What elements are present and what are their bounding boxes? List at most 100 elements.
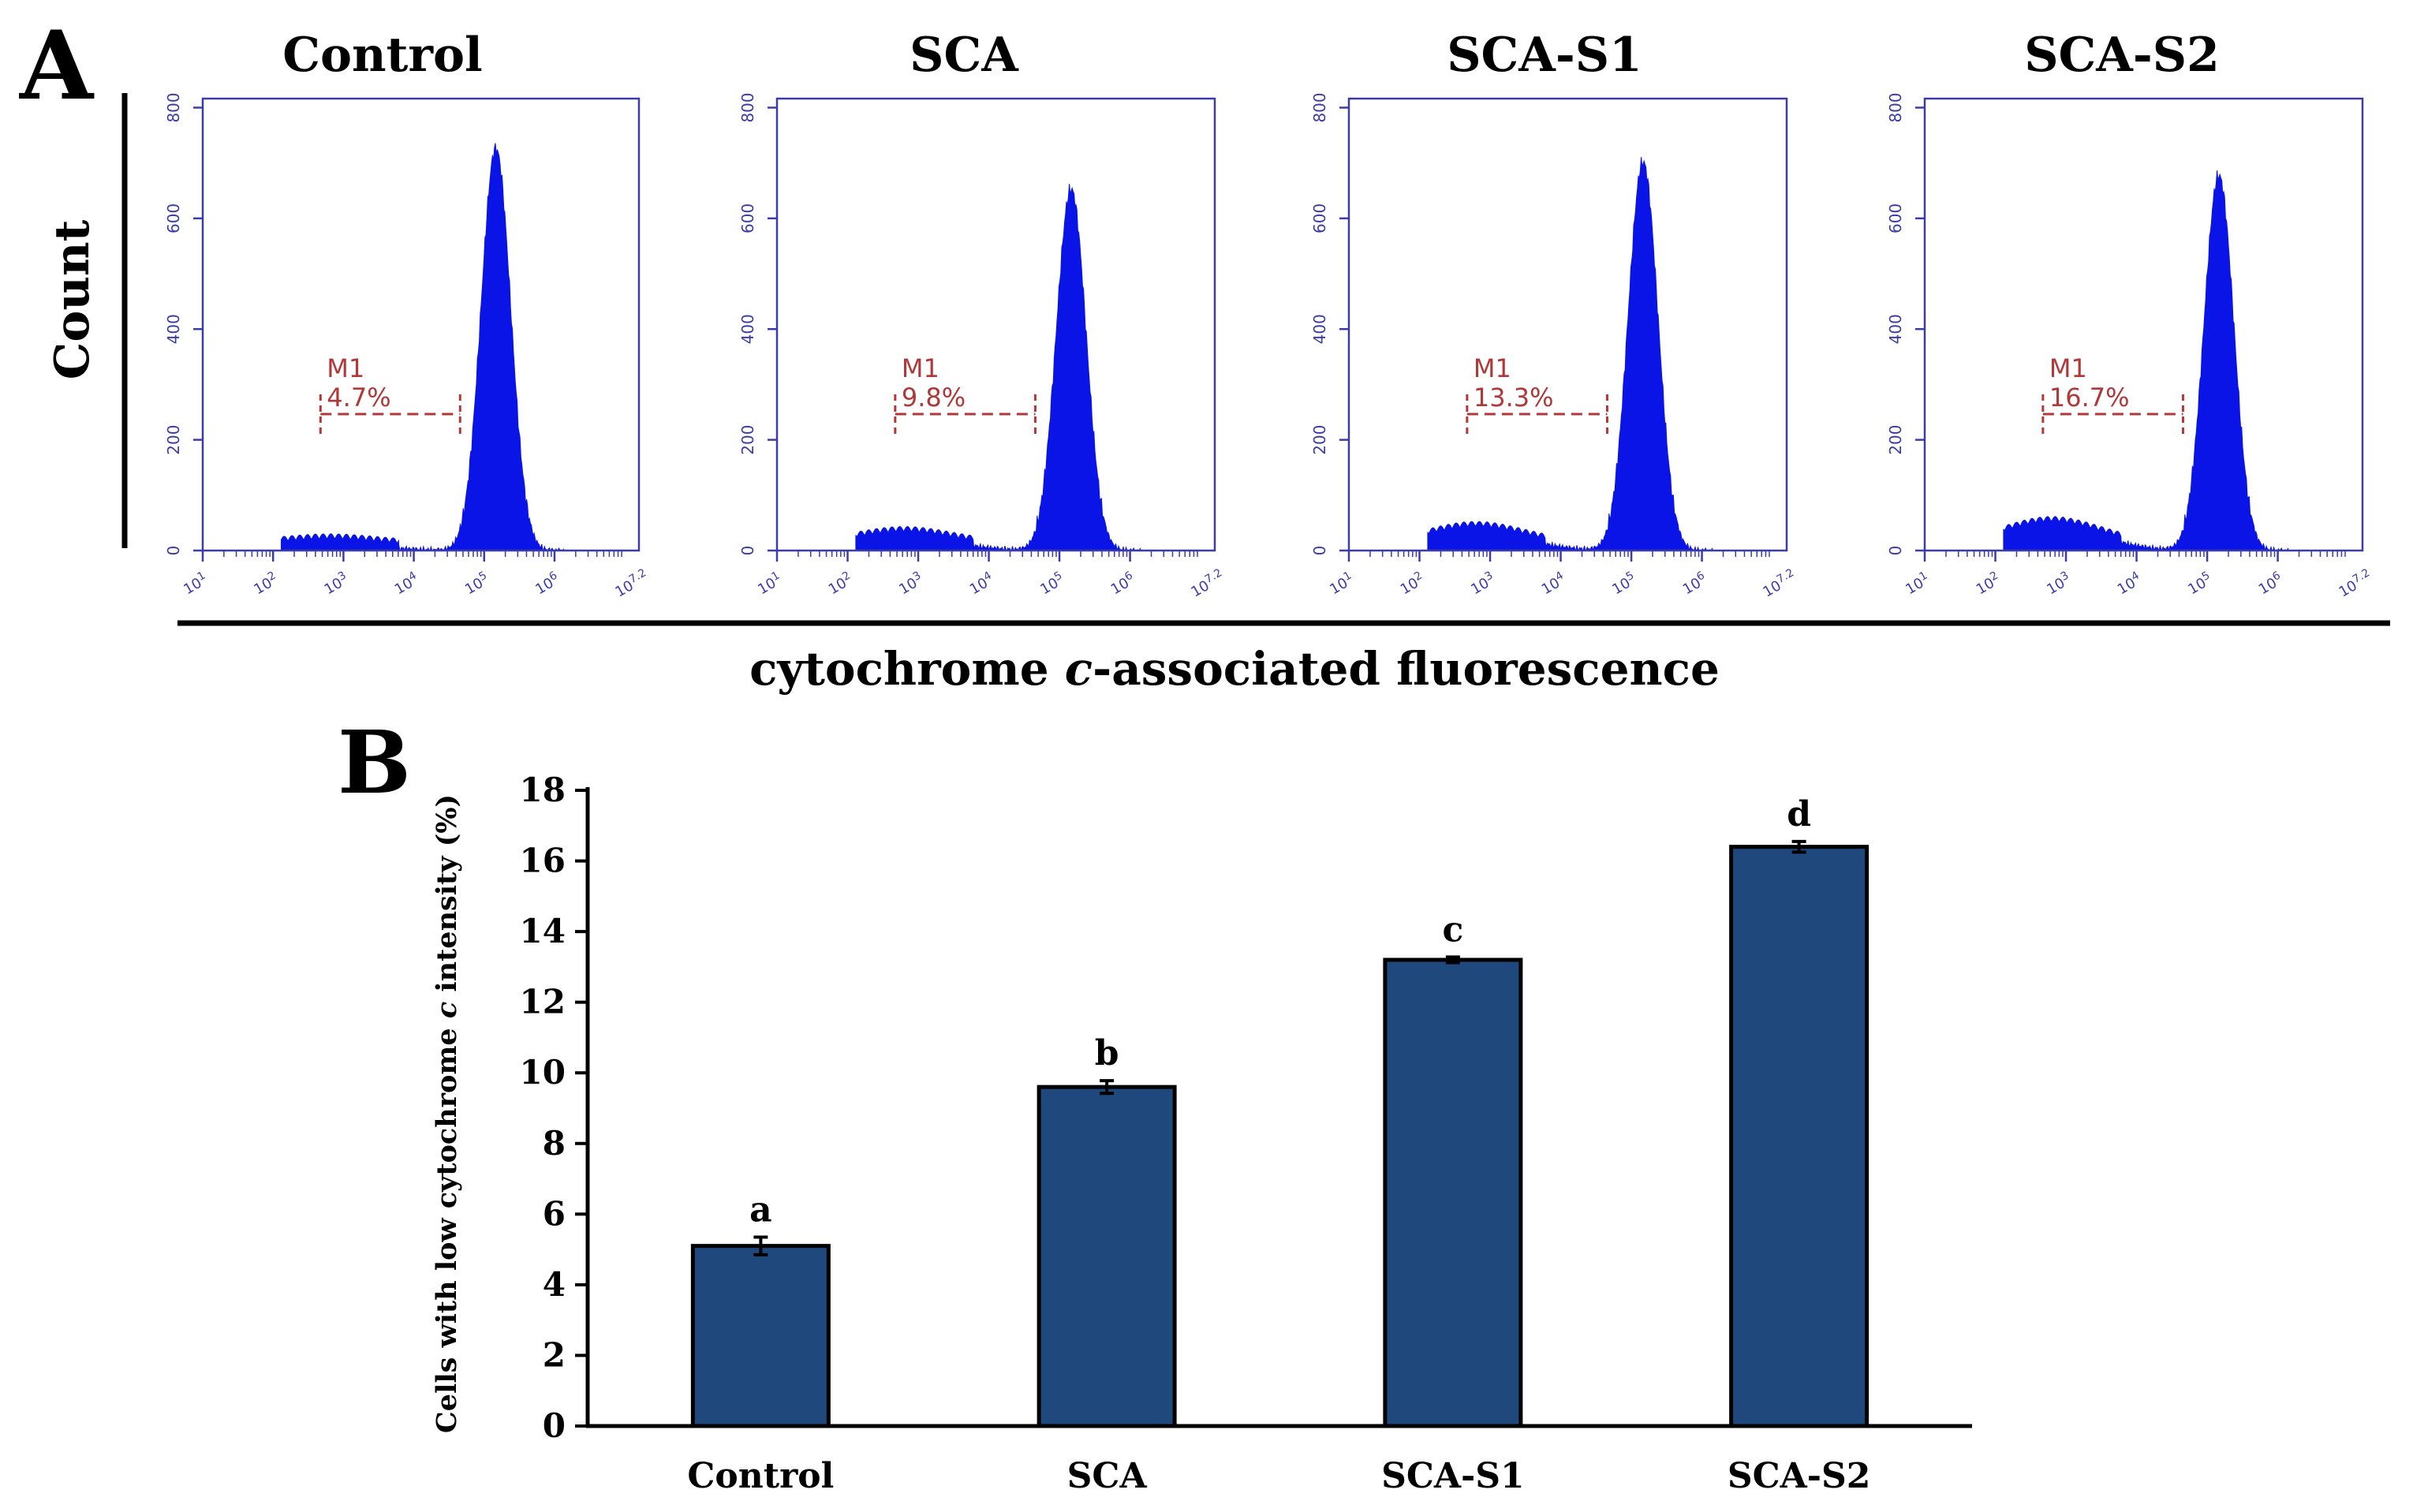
bar-chart-x-tick-label: SCA — [1067, 1456, 1148, 1496]
gate-percent-label: 9.8% — [902, 383, 966, 413]
panel-b-label: B — [338, 711, 411, 813]
bar-chart-y-tick-label: 0 — [543, 1406, 566, 1445]
histogram-y-tick-label: 800 — [738, 92, 757, 122]
histogram-y-tick-label: 600 — [738, 203, 757, 233]
histogram-x-tick-label: 106 — [1107, 569, 1138, 599]
histogram-x-tick-label: 102 — [1396, 569, 1428, 599]
significance-letter: c — [1442, 909, 1463, 950]
histogram-2: SCA 0 200 400 600 800 101 102 103 104 105 106 107.2 M… — [738, 28, 1224, 601]
histogram-title: Control — [282, 28, 483, 83]
bar-chart-y-tick-label: 12 — [520, 983, 566, 1021]
histogram-y-tick-label: 800 — [164, 92, 183, 122]
histogram-x-tick-label: 104 — [2113, 569, 2145, 599]
histogram-x-tick-label: 103 — [895, 569, 927, 599]
bar-sca-s2 — [1729, 845, 1870, 1428]
histogram-peak — [390, 143, 566, 552]
gate-marker-label: M1 — [902, 353, 939, 383]
histogram-1: Control 0 200 400 600 800 101 102 103 104 105 106 10… — [164, 28, 652, 601]
gate-marker-label: M1 — [2049, 353, 2087, 383]
gate-marker-label: M1 — [327, 353, 364, 383]
bar-chart: 0 2 4 6 8 10 12 14 16 18 a Control b SCA c SCA-S1 d SCA-S… — [520, 771, 1972, 1496]
histogram-group: Control 0 200 400 600 800 101 102 103 104 105 106 10… — [164, 28, 2375, 601]
histogram-title: SCA — [910, 28, 1019, 83]
bar-chart-y-tick-label: 10 — [520, 1053, 566, 1092]
histogram-title: SCA-S2 — [2024, 28, 2220, 83]
histogram-y-tick-label: 0 — [1886, 546, 1905, 556]
significance-letter: b — [1095, 1033, 1119, 1073]
histogram-y-tick-label: 600 — [1310, 203, 1329, 233]
bar-chart-y-tick-label: 14 — [520, 912, 566, 950]
histogram-x-tick-label: 104 — [390, 569, 422, 599]
histogram-x-tick-label: 106 — [532, 569, 563, 599]
histogram-x-tick-label: 106 — [1679, 569, 1710, 599]
histogram-frame — [201, 97, 641, 552]
histogram-y-tick-label: 200 — [1886, 425, 1905, 455]
histogram-y-tick-label: 400 — [1310, 314, 1329, 344]
bar-sca — [1037, 1085, 1177, 1428]
panel-b: B Cells with low cytochrome c intensity … — [338, 711, 1972, 1496]
histogram-y-tick-label: 800 — [1886, 92, 1905, 122]
histogram-y-tick-label: 0 — [1310, 546, 1329, 556]
histogram-y-tick-label: 600 — [1886, 203, 1905, 233]
bar-chart-y-axis-label: Cells with low cytochrome c intensity (%… — [431, 794, 463, 1433]
histogram-x-tick-label: 105 — [461, 569, 492, 599]
bar-chart-x-tick-label: SCA-S1 — [1381, 1456, 1525, 1496]
histogram-4: SCA-S2 0 200 400 600 800 101 102 103 104 105 106 107… — [1886, 28, 2375, 601]
histogram-frame — [1347, 97, 1788, 552]
histogram-x-tick-label: 107.2 — [2335, 566, 2375, 600]
histogram-x-tick-label: 102 — [1972, 569, 2004, 599]
histogram-y-tick-label: 200 — [1310, 425, 1329, 455]
gate-percent-label: 4.7% — [327, 383, 390, 413]
histogram-x-tick-label: 101 — [180, 569, 211, 599]
histogram-x-tick-label: 102 — [824, 569, 856, 599]
bar-chart-y-tick-label: 2 — [543, 1335, 566, 1374]
bar-sca-s1 — [1383, 958, 1523, 1428]
histogram-x-tick-label: 103 — [320, 569, 352, 599]
histogram-x-tick-label: 104 — [1537, 569, 1569, 599]
count-axis-label: Count — [45, 219, 100, 379]
histogram-y-tick-label: 800 — [1310, 92, 1329, 122]
histogram-x-tick-label: 105 — [2184, 569, 2216, 599]
histogram-y-tick-label: 400 — [164, 314, 183, 344]
histogram-x-tick-label: 106 — [2254, 569, 2286, 599]
bar-chart-y-tick-label: 6 — [543, 1194, 566, 1233]
bar-chart-x-tick-label: Control — [687, 1456, 834, 1496]
histogram-shoulder — [281, 533, 400, 551]
histogram-frame — [1923, 97, 2364, 552]
histogram-x-tick-label: 103 — [1467, 569, 1499, 599]
histogram-y-tick-label: 400 — [738, 314, 757, 344]
bar-chart-y-tick-label: 18 — [520, 771, 566, 809]
gate-percent-label: 13.3% — [1474, 383, 1554, 413]
histogram-y-tick-label: 200 — [738, 425, 757, 455]
histogram-y-tick-label: 400 — [1886, 314, 1905, 344]
histogram-shoulder — [855, 525, 975, 551]
histogram-y-tick-label: 0 — [164, 546, 183, 556]
histogram-x-tick-label: 101 — [1902, 569, 1933, 599]
histogram-x-tick-label: 104 — [966, 569, 997, 599]
histogram-x-tick-label: 105 — [1608, 569, 1640, 599]
bar-control — [690, 1244, 831, 1428]
bar-chart-y-tick-label: 16 — [520, 842, 566, 880]
histogram-shoulder — [1427, 521, 1547, 551]
histogram-x-tick-label: 105 — [1037, 569, 1068, 599]
histogram-y-tick-label: 200 — [164, 425, 183, 455]
bar-chart-y-tick-label: 8 — [543, 1124, 566, 1163]
panel-a-label: A — [19, 10, 95, 121]
panel-a: A Count Control 0 200 400 600 800 101 102 103 104… — [19, 10, 2390, 696]
bar-chart-x-tick-label: SCA-S2 — [1728, 1456, 1871, 1496]
histogram-x-tick-label: 101 — [754, 569, 786, 599]
histogram-3: SCA-S1 0 200 400 600 800 101 102 103 104 105 106 107… — [1310, 28, 1796, 601]
gate-percent-label: 16.7% — [2049, 383, 2130, 413]
histogram-shoulder — [2003, 516, 2123, 551]
histogram-x-tick-label: 102 — [250, 569, 282, 599]
histogram-x-tick-label: 107.2 — [611, 566, 652, 600]
histogram-y-tick-label: 600 — [164, 203, 183, 233]
fluorescence-axis-label: cytochrome c-associated fluorescence — [749, 642, 1720, 696]
significance-letter: d — [1787, 794, 1811, 834]
bar-chart-y-tick-label: 4 — [543, 1265, 566, 1304]
histogram-peak — [2112, 170, 2289, 552]
histogram-frame — [775, 97, 1216, 552]
histogram-title: SCA-S1 — [1447, 28, 1642, 83]
histogram-x-tick-label: 101 — [1326, 569, 1358, 599]
